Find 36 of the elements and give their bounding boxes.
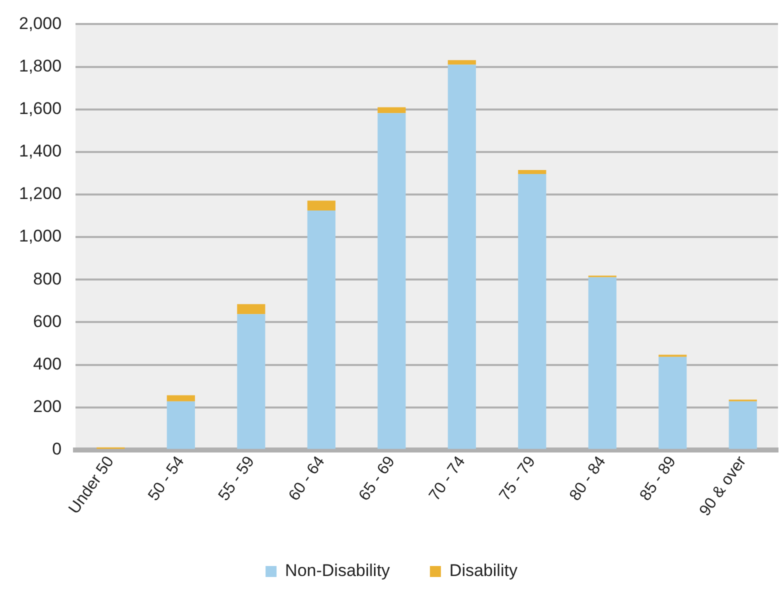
x-tick-label: 55 - 59 <box>216 453 258 504</box>
bar <box>237 304 266 314</box>
legend-label: Non-Disability <box>285 561 390 580</box>
y-tick-label: 1,200 <box>18 184 62 204</box>
bar <box>166 395 195 402</box>
bar <box>448 60 476 65</box>
y-tick-label: 800 <box>33 269 62 288</box>
bar <box>728 401 757 449</box>
bar <box>237 314 266 449</box>
x-tick-label: 70 - 74 <box>426 453 469 504</box>
bar <box>378 113 406 449</box>
y-tick-label: 1,600 <box>18 99 62 118</box>
y-tick-label: 600 <box>33 312 62 331</box>
x-tick-label: 50 - 54 <box>145 453 188 504</box>
x-tick-label: 85 - 89 <box>637 453 680 504</box>
bar <box>518 174 546 449</box>
x-tick-label: 80 - 84 <box>566 453 610 504</box>
bar <box>378 107 406 114</box>
y-tick-label: 200 <box>33 397 62 416</box>
bar <box>658 356 687 449</box>
y-tick-label: 1,400 <box>18 142 62 161</box>
x-tick-label: 75 - 79 <box>496 453 540 504</box>
y-tick-label: 1,800 <box>18 56 62 76</box>
y-tick-label: 2,000 <box>18 14 62 33</box>
x-tick-label: 60 - 64 <box>286 453 328 504</box>
bar <box>307 200 336 210</box>
bar <box>307 210 336 449</box>
bar <box>448 64 476 449</box>
bar <box>588 277 616 449</box>
bar <box>166 401 195 449</box>
y-tick-label: 1,000 <box>18 226 62 246</box>
bar <box>518 170 546 174</box>
y-tick-label: 400 <box>33 354 62 374</box>
legend-label: Disability <box>449 561 518 580</box>
x-tick-label: 65 - 69 <box>356 453 399 504</box>
y-tick-label: 0 <box>52 440 62 459</box>
